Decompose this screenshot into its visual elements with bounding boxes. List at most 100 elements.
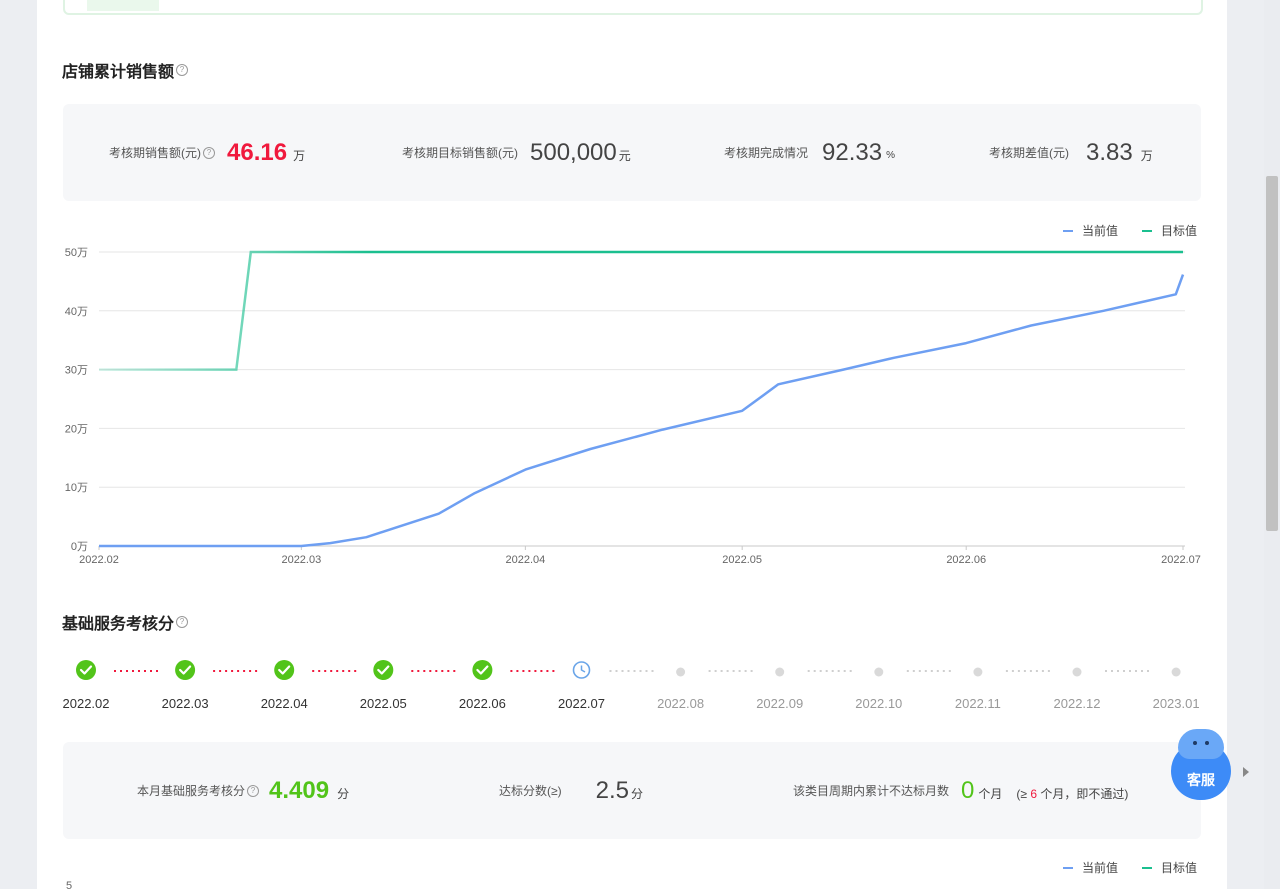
y-tick-label: 40万 (65, 306, 88, 318)
stat-target-sales: 考核期目标销售额(元) 500,000 元 (402, 104, 631, 201)
check-mark (377, 665, 390, 675)
check-circle-icon (274, 660, 295, 680)
stat-threshold: 达标分数(≥) 2.5 分 (499, 742, 643, 839)
y-tick-label: 10万 (65, 482, 88, 494)
check-circle-icon (175, 660, 196, 680)
stat-label: 达标分数(≥) (499, 784, 562, 798)
sales-line-chart: 0万 10万 20万 30万 40万 50万 2022.02 2022.03 2022.04 20… (65, 247, 1201, 566)
pending-dot-icon (775, 667, 785, 677)
stat-unit: 万 (1140, 149, 1153, 163)
check-mark (476, 665, 489, 675)
main-card: 店铺累计销售额 ? 考核期销售额(元)? 46.16 万 考核期目标销售额(元)… (37, 0, 1227, 889)
help-icon[interactable]: ? (176, 64, 189, 76)
stat-unit: 分 (630, 787, 643, 801)
pending-dot-icon (1072, 667, 1082, 677)
legend-label: 目标值 (1161, 224, 1198, 238)
stat-value: 3.83 (1086, 138, 1133, 166)
stat-fail-months: 该类目周期内累计不达标月数 0 个月 (≥ 6 个月，即不通过) (793, 742, 1128, 839)
stat-label: 考核期差值(元) (989, 146, 1069, 160)
legend-swatch-current (1063, 866, 1073, 869)
y-tick-label: 30万 (65, 365, 88, 377)
y-tick-label: 0万 (71, 541, 88, 553)
x-tick-label: 2022.02 (79, 554, 119, 566)
check-circle-icon (76, 660, 96, 680)
service-title-text: 基础服务考核分 (62, 616, 175, 633)
fail-note-suffix: 个月，即不通过) (1040, 787, 1129, 801)
timeline-month-label: 2022.10 (855, 696, 903, 711)
pending-dot-icon (676, 667, 686, 677)
scrollbar-thumb[interactable] (1266, 176, 1278, 531)
legend-target[interactable]: 目标值 (1142, 859, 1197, 876)
service-stats-panel: 本月基础服务考核分? 4.409 分 达标分数(≥) 2.5 分 该类目周期内累… (63, 742, 1201, 839)
stat-unit: 个月 (978, 787, 1003, 801)
sales-title-text: 店铺累计销售额 (62, 64, 175, 81)
help-icon[interactable]: ? (247, 784, 260, 797)
stat-label: 该类目周期内累计不达标月数 (793, 784, 950, 798)
legend-label: 目标值 (1161, 861, 1198, 875)
sales-chart-legend: 当前值 目标值 (1039, 222, 1197, 239)
stat-value: 2.5 (595, 776, 629, 804)
stat-value: 0 (961, 776, 975, 804)
stat-value: 92.33 (822, 138, 883, 166)
stat-value: 500,000 (530, 138, 617, 166)
stat-label: 考核期完成情况 (724, 146, 809, 160)
stat-value: 4.409 (269, 776, 330, 804)
legend-swatch-target (1142, 866, 1153, 869)
service-section-title: 基础服务考核分 ? (62, 610, 189, 634)
timeline-month-label: 2022.03 (161, 696, 209, 711)
sales-stats-panel: 考核期销售额(元)? 46.16 万 考核期目标销售额(元) 500,000 元… (63, 104, 1201, 201)
timeline-month-label: 2022.08 (657, 696, 705, 711)
check-mark (278, 665, 291, 675)
elephant-mascot-icon[interactable] (1178, 729, 1224, 759)
stat-unit: 万 (293, 149, 306, 163)
check-mark (79, 665, 93, 675)
sales-section-title: 店铺累计销售额 ? (62, 58, 189, 82)
service-month-timeline (76, 660, 1181, 680)
x-tick-label: 2022.05 (722, 554, 762, 566)
timeline-month-label: 2022.11 (954, 696, 1001, 711)
stat-label: 考核期目标销售额(元) (402, 146, 518, 160)
pending-dot-icon (1171, 667, 1181, 677)
timeline-month-label: 2022.05 (359, 696, 407, 711)
stat-service-score: 本月基础服务考核分? 4.409 分 (137, 742, 349, 839)
legend-swatch-target (1142, 229, 1153, 232)
timeline-month-label: 2022.07 (558, 696, 605, 711)
legend-swatch-current (1063, 229, 1073, 232)
timeline-month-label: 2022.06 (458, 696, 506, 711)
series-line-current (99, 274, 1185, 548)
clock-icon (572, 661, 591, 679)
stat-period-sales: 考核期销售额(元)? 46.16 万 (109, 104, 305, 201)
x-tick-label: 2022.07 (1161, 554, 1201, 566)
help-icon[interactable]: ? (176, 616, 189, 628)
timeline-month-label: 2022.02 (62, 696, 110, 711)
timeline-month-label: 2023.01 (1152, 696, 1200, 711)
fail-note: (≥ 6 个月，即不通过) (1016, 785, 1128, 802)
legend-target[interactable]: 目标值 (1142, 222, 1197, 239)
customer-service-label: 客服 (1187, 772, 1215, 788)
check-circle-icon (373, 660, 394, 680)
stat-completion: 考核期完成情况 92.33 % (724, 104, 895, 201)
legend-current[interactable]: 当前值 (1063, 859, 1118, 876)
x-tick-label: 2022.03 (281, 554, 321, 566)
stat-unit: % (886, 150, 895, 161)
expand-arrow-icon[interactable] (1243, 767, 1249, 777)
pending-dot-icon (874, 667, 884, 677)
service-chart-legend: 当前值 目标值 (1039, 859, 1197, 876)
legend-current[interactable]: 当前值 (1063, 222, 1118, 239)
fail-note-number: 6 (1030, 787, 1038, 801)
legend-label: 当前值 (1082, 861, 1119, 875)
timeline-month-label: 2022.04 (260, 696, 308, 711)
clock-hands (580, 665, 586, 673)
timeline-month-label: 2022.09 (756, 696, 804, 711)
stat-value: 46.16 (227, 138, 288, 166)
series-line-target (99, 250, 1183, 371)
y-tick-label: 50万 (65, 247, 88, 259)
help-icon[interactable]: ? (203, 146, 215, 159)
y-tick-label: 20万 (65, 423, 88, 435)
stat-label: 本月基础服务考核分 (137, 784, 246, 798)
stat-label: 考核期销售额(元) (109, 146, 201, 160)
x-tick-label: 2022.06 (946, 554, 986, 566)
stat-unit: 元 (618, 149, 631, 163)
timeline-month-label: 2022.12 (1053, 696, 1101, 711)
stat-difference: 考核期差值(元) 3.83 万 (989, 104, 1153, 201)
